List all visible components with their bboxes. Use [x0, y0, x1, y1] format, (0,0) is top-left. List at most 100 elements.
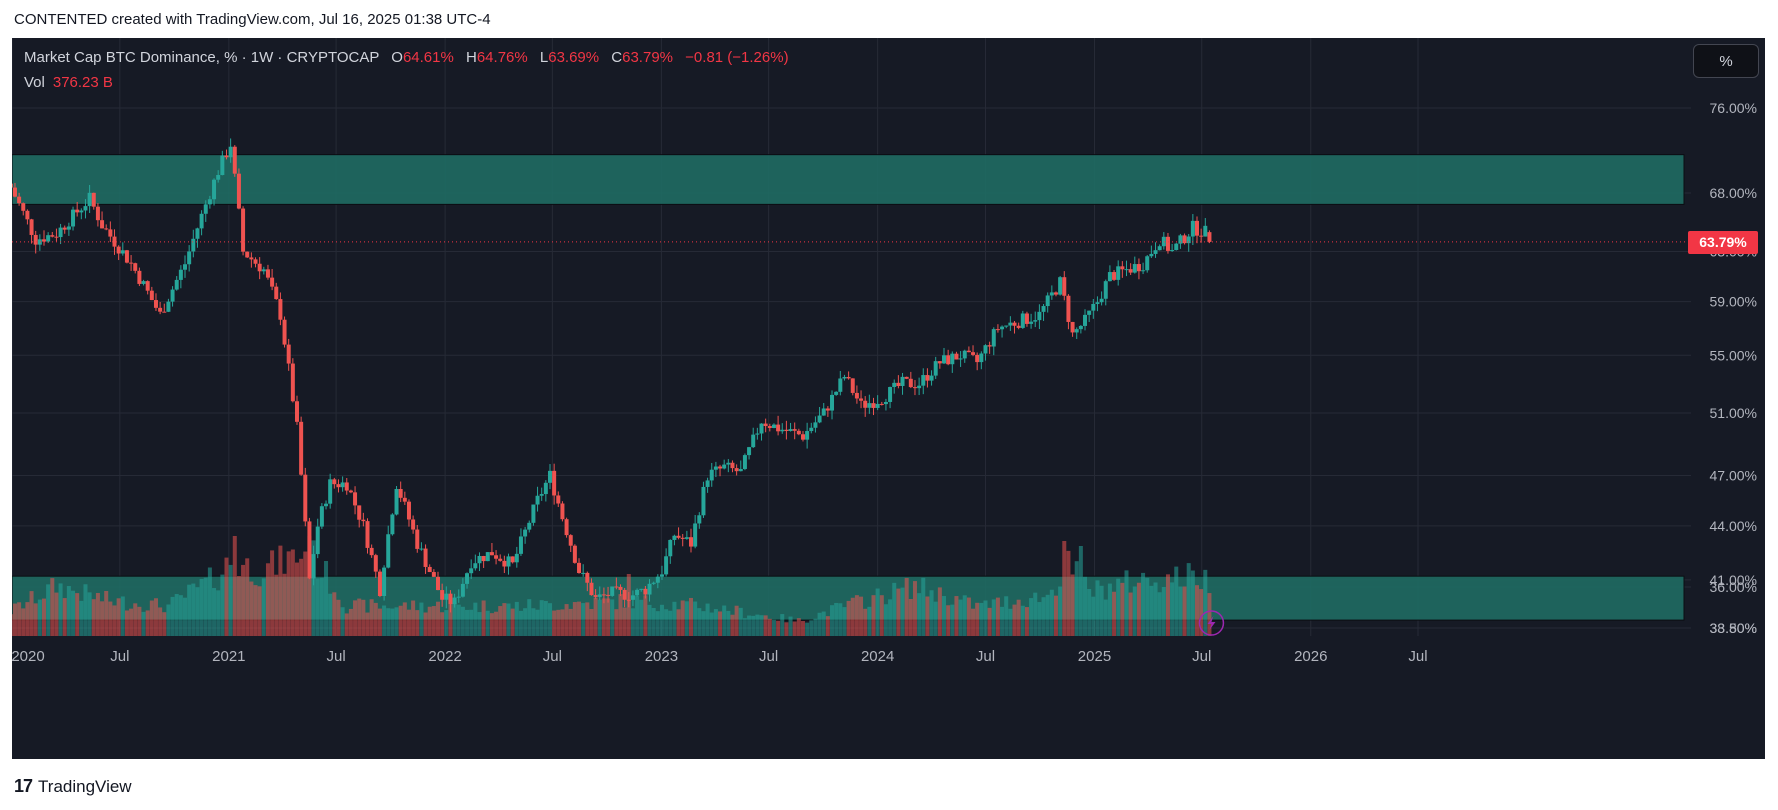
candle-body	[1145, 256, 1150, 271]
volume-bar	[494, 611, 499, 636]
candle-body	[684, 537, 689, 539]
volume-bar	[867, 606, 872, 636]
candle-body	[361, 519, 366, 522]
candle-body	[751, 434, 756, 448]
candle-body	[672, 535, 677, 540]
y-tick-label: 36.00%	[1710, 579, 1757, 595]
volume-bar	[444, 610, 449, 636]
volume-bar	[398, 605, 403, 636]
volume-bar	[95, 592, 100, 636]
volume-bar	[655, 611, 660, 636]
symbol-title[interactable]: Market Cap BTC Dominance, % · 1W · CRYPT…	[24, 49, 380, 66]
volume-bar	[187, 584, 192, 636]
volume-bar	[888, 599, 893, 636]
volume-bar	[879, 595, 884, 636]
candle-body	[846, 376, 851, 379]
candle-body	[137, 270, 142, 284]
volume-bar	[767, 618, 772, 636]
candle-body	[825, 408, 830, 411]
volume-bar	[651, 608, 656, 636]
candle-body	[241, 208, 246, 252]
candle-body	[37, 239, 42, 245]
tradingview-logo[interactable]: 17 TradingView	[14, 776, 132, 797]
volume-bar	[547, 603, 552, 636]
y-tick-label: 38.50%	[1710, 620, 1757, 636]
volume-bar	[755, 614, 760, 636]
volume-bar	[436, 601, 441, 636]
candle-body	[87, 192, 92, 207]
volume-bar	[448, 603, 453, 636]
volume-bar	[983, 600, 988, 636]
candle-body	[709, 469, 714, 481]
candle-body	[771, 424, 776, 429]
volume-bar	[933, 601, 938, 636]
candle-body	[303, 474, 308, 522]
volume-bar	[813, 618, 818, 636]
volume-bar	[307, 536, 312, 636]
volume-bar	[709, 612, 714, 636]
candle-body	[925, 375, 930, 381]
x-tick-label: Jul	[110, 648, 129, 665]
volume-bar	[1000, 606, 1005, 636]
volume-bar	[929, 590, 934, 636]
candle-body	[618, 586, 623, 590]
candle-body	[290, 363, 295, 402]
candle-body	[606, 594, 611, 596]
volume-bar	[361, 599, 366, 636]
volume-bar	[971, 608, 976, 636]
candle-body	[593, 595, 598, 597]
candle-body	[183, 264, 188, 270]
candle-body	[1128, 269, 1133, 273]
volume-bar	[647, 604, 652, 636]
volume-bar	[212, 588, 217, 636]
volume-bar	[224, 557, 229, 636]
candle-body	[75, 209, 80, 213]
candle-body	[875, 403, 880, 408]
volume-bar	[784, 622, 789, 636]
candle-body	[166, 301, 171, 312]
volume-bar	[556, 609, 561, 636]
candle-body	[879, 403, 884, 405]
volume-bar	[523, 608, 528, 636]
volume-bar	[701, 611, 706, 636]
candle-body	[1020, 313, 1025, 328]
x-tick-label: Jul	[1192, 648, 1211, 665]
candle-body	[859, 398, 864, 401]
y-tick-label: 33.80%	[1710, 620, 1757, 636]
candle-body	[12, 183, 13, 188]
x-tick-label: 2021	[212, 648, 245, 665]
candle-body	[141, 281, 146, 284]
volume-bar	[25, 602, 30, 636]
candle-body	[452, 597, 457, 605]
volume-bar	[689, 597, 694, 636]
price-chart[interactable]: 76.00%68.00%63.00%59.00%55.00%51.00%47.0…	[12, 38, 1765, 759]
volume-bar	[1174, 566, 1179, 636]
volume-bar	[278, 545, 283, 636]
chart-frame[interactable]: 76.00%68.00%63.00%59.00%55.00%51.00%47.0…	[12, 38, 1765, 759]
candle-body	[21, 203, 26, 211]
volume-bar	[328, 593, 333, 636]
volume-bar	[684, 601, 689, 636]
volume-bar	[639, 599, 644, 636]
volume-bar	[1078, 546, 1083, 636]
volume-bar	[406, 609, 411, 636]
candle-body	[1103, 281, 1108, 299]
candle-body	[419, 548, 424, 550]
volume-bar	[133, 603, 138, 636]
volume-bar	[1062, 541, 1067, 636]
volume-bar	[506, 603, 511, 636]
volume-bar	[1136, 582, 1141, 636]
percent-scale-button[interactable]: %	[1693, 44, 1759, 78]
volume-bar	[294, 562, 299, 636]
volume-bar	[1087, 589, 1092, 636]
candle-body	[12, 187, 17, 197]
candle-body	[1153, 250, 1158, 254]
candle-body	[245, 251, 250, 258]
volume-bar	[145, 610, 150, 636]
candle-body	[336, 484, 341, 488]
volume-bar	[896, 588, 901, 636]
volume-bar	[340, 607, 345, 636]
volume-bar	[1182, 586, 1187, 636]
candle-body	[170, 289, 175, 302]
x-tick-label: 2025	[1078, 648, 1111, 665]
